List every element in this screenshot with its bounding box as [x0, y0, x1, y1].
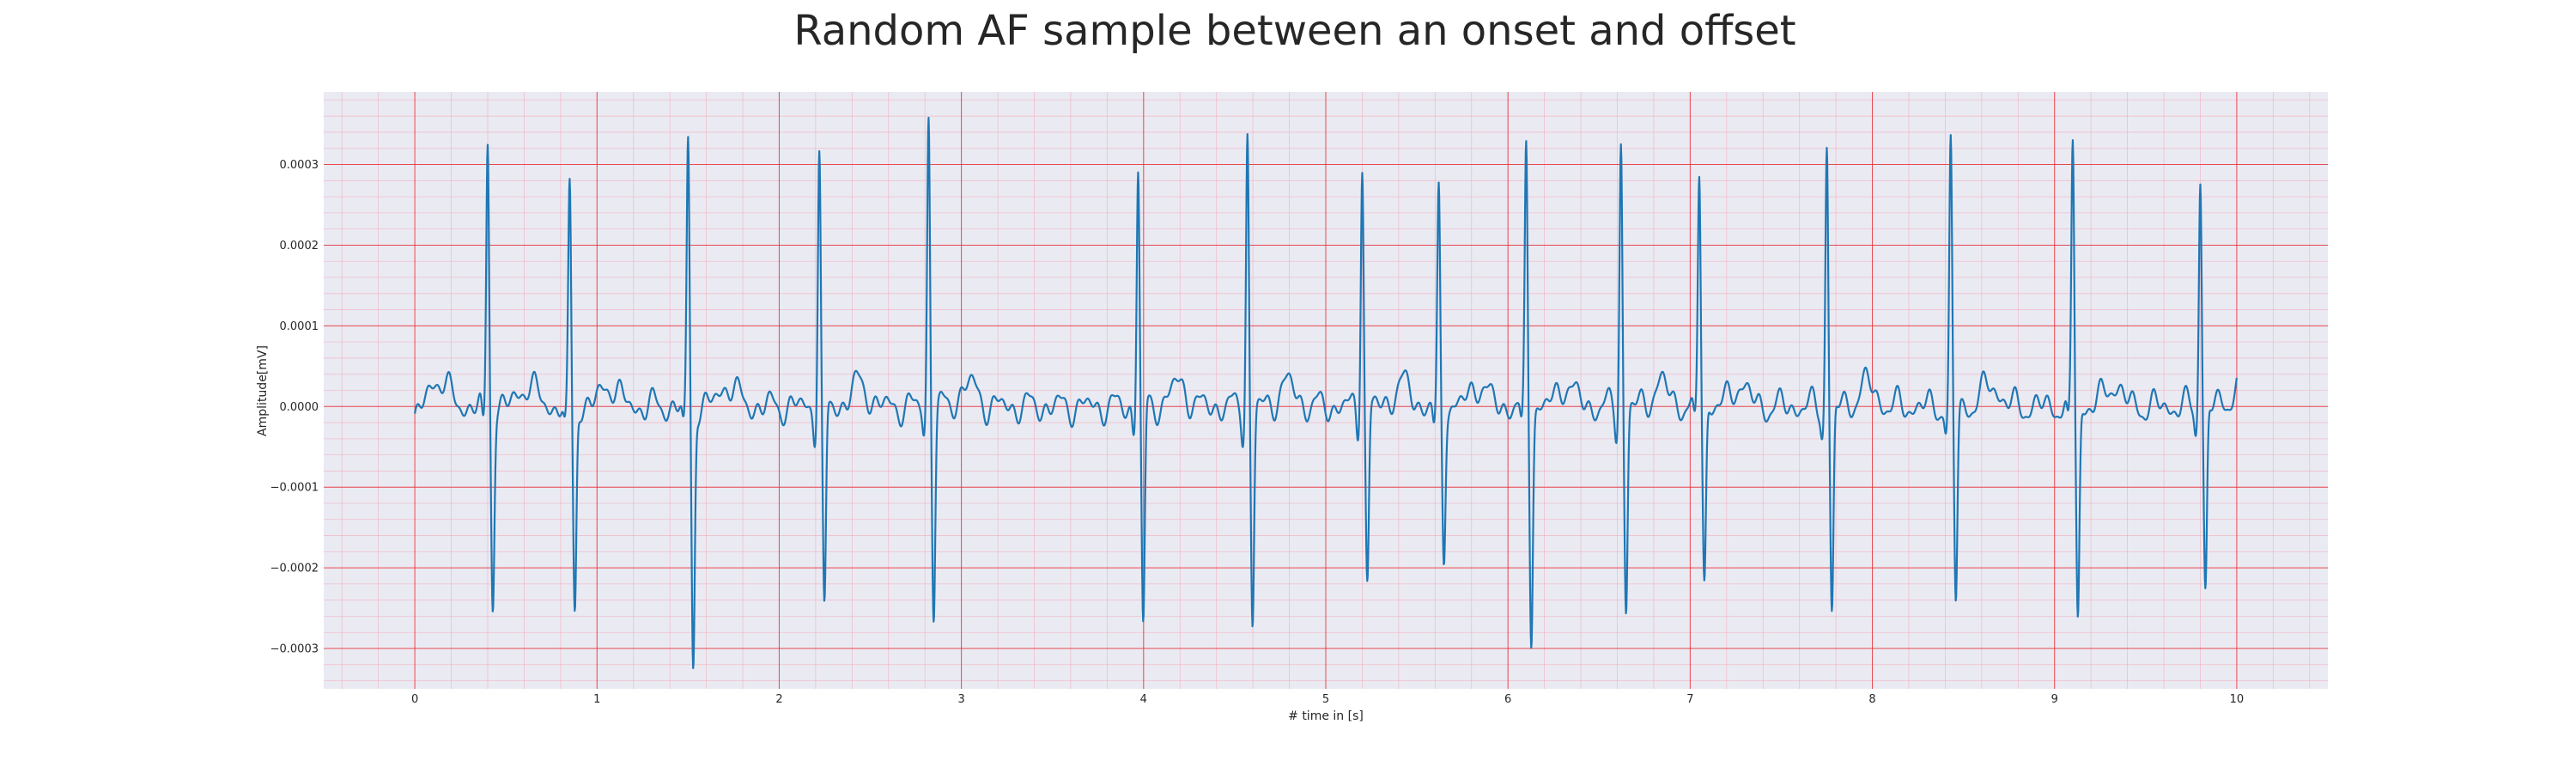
y-tick-label: 0.0000	[280, 401, 319, 414]
x-tick-label: 9	[2051, 693, 2058, 706]
series-line-ecg	[414, 116, 2238, 670]
x-tick-label: 0	[411, 693, 418, 706]
y-tick-label: −0.0003	[270, 643, 319, 656]
x-tick-label: 4	[1140, 693, 1147, 706]
y-tick-label: 0.0003	[280, 159, 319, 172]
y-tick-label: 0.0002	[280, 240, 319, 253]
x-tick-label: 3	[957, 693, 964, 706]
x-tick-label: 8	[1868, 693, 1875, 706]
y-tick-label: −0.0001	[270, 482, 319, 495]
y-axis-ticks: −0.0003 −0.0002 −0.0001 0.0000 0.0001 0.0002 0…	[270, 159, 319, 656]
x-tick-label: 5	[1322, 693, 1329, 706]
x-tick-label: 6	[1504, 693, 1511, 706]
x-tick-label: 1	[593, 693, 600, 706]
x-tick-label: 10	[2230, 693, 2245, 706]
x-axis-ticks: 0 1 2 3 4 5 6 7 8 9 10	[411, 693, 2244, 706]
chart-title: Random AF sample between an onset and of…	[793, 7, 1795, 55]
x-axis-label: # time in [s]	[1288, 709, 1364, 723]
x-tick-label: 7	[1686, 693, 1693, 706]
major-grid	[324, 92, 2328, 689]
y-axis-label: Amplitude[mV]	[256, 345, 270, 436]
x-tick-label: 2	[775, 693, 782, 706]
y-tick-label: 0.0001	[280, 320, 319, 333]
y-tick-label: −0.0002	[270, 563, 319, 575]
